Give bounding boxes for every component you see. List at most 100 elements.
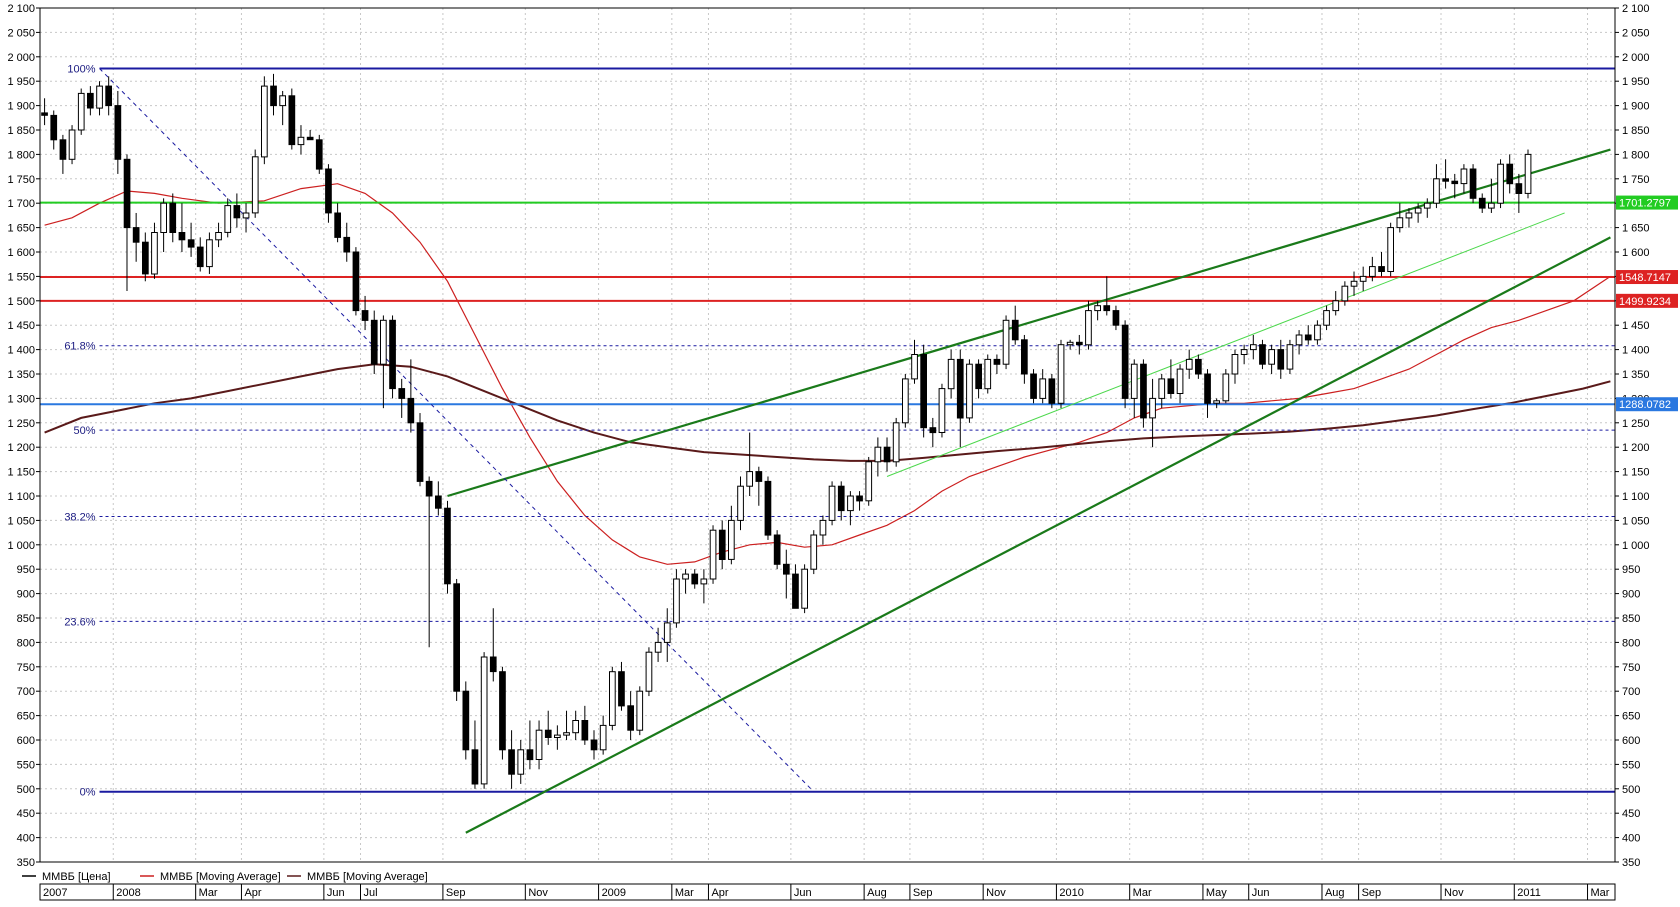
- candle-body: [984, 358, 992, 390]
- y-tick-label: 1 300: [7, 393, 35, 405]
- candle-body: [691, 573, 699, 585]
- candle-body: [370, 319, 378, 365]
- time-label: Aug: [1325, 887, 1345, 899]
- candle-body: [1149, 397, 1156, 419]
- candle-body: [1039, 378, 1047, 399]
- candle-body: [178, 232, 186, 241]
- candle-body: [572, 720, 579, 734]
- candle-body: [764, 480, 772, 536]
- candle-body: [1076, 341, 1083, 346]
- candle-body: [224, 205, 232, 233]
- candle-body: [609, 671, 616, 726]
- candle-body: [581, 720, 589, 741]
- y-tick-label: 1 900: [7, 101, 35, 113]
- y-tick-label: 2 100: [1622, 3, 1650, 15]
- candle-body: [1167, 378, 1175, 394]
- candle-body: [196, 246, 204, 268]
- candle-body: [50, 114, 58, 141]
- y-tick-label: 1 800: [1622, 149, 1650, 161]
- candle-body: [1259, 344, 1266, 365]
- price-tags: 1701.2797 1548.7147 1499.9234 1288.0782: [1616, 195, 1678, 412]
- candle-body: [105, 85, 113, 107]
- y-tick-label: 700: [1622, 686, 1640, 698]
- candle-body: [1277, 349, 1285, 370]
- candle-body: [1442, 178, 1450, 182]
- candle-body: [682, 573, 689, 580]
- candle-body: [801, 568, 808, 609]
- y-tick-label: 1 600: [1622, 247, 1650, 259]
- candle-body: [389, 319, 396, 390]
- candle-body: [1121, 324, 1129, 399]
- fib-level-label: 23.6%: [64, 616, 95, 628]
- legend-label: ММВБ [Цена]: [42, 871, 111, 883]
- time-label: Mar: [1133, 887, 1152, 899]
- time-label: Jun: [327, 887, 345, 899]
- candle-body: [783, 563, 790, 575]
- y-tick-label: 1 650: [7, 223, 35, 235]
- candle-body: [361, 310, 369, 321]
- candle-body: [902, 378, 909, 424]
- candle-body: [1011, 319, 1019, 341]
- candle-body: [1030, 373, 1037, 399]
- candle-body: [590, 739, 598, 751]
- candle-body: [142, 241, 149, 275]
- time-label: Jul: [363, 887, 377, 899]
- y-tick-label: 1 100: [7, 491, 35, 503]
- candle-body: [306, 136, 314, 141]
- candle-body: [1130, 363, 1138, 399]
- candle-body: [96, 85, 103, 109]
- candle-body: [315, 139, 323, 170]
- level-lines: 100% 0% 61.8% 50% 38.2% 23.6%: [40, 64, 1615, 799]
- time-label: 2011: [1517, 887, 1541, 899]
- candle-body: [499, 671, 506, 751]
- time-label: 2010: [1059, 887, 1083, 899]
- y-tick-label: 400: [1622, 833, 1640, 845]
- candle-body: [1369, 266, 1376, 277]
- candle-body: [1295, 334, 1303, 346]
- time-label: Sep: [446, 887, 466, 899]
- y-tick-label: 1 850: [7, 125, 35, 137]
- candle-body: [718, 529, 726, 561]
- candle-body: [1094, 305, 1102, 312]
- candle-body: [1002, 319, 1010, 365]
- candle-body: [1195, 358, 1202, 375]
- candle-body: [1341, 285, 1349, 302]
- candle-body: [1085, 310, 1092, 346]
- y-tick-label: 550: [17, 759, 35, 771]
- legend-label: ММВБ [Moving Average]: [307, 871, 428, 883]
- candle-body: [1213, 400, 1221, 404]
- candle-body: [169, 202, 177, 233]
- y-tick-label: 850: [17, 613, 35, 625]
- y-tick-label: 2 100: [7, 3, 35, 15]
- time-label: Nov: [986, 887, 1006, 899]
- candle-body: [334, 212, 341, 238]
- time-label: 2007: [43, 887, 67, 899]
- candle-body: [1176, 368, 1184, 395]
- y-tick-label: 500: [17, 784, 35, 796]
- candle-body: [1222, 373, 1230, 402]
- trend-lines: [99, 68, 1611, 834]
- candle-body: [773, 534, 781, 565]
- candle-body: [352, 251, 360, 312]
- candle-body: [1433, 178, 1440, 204]
- candle-body: [462, 690, 470, 751]
- moving-average-line: [44, 183, 1611, 565]
- candle-body: [755, 471, 763, 482]
- y-tick-label: 1 650: [1622, 223, 1650, 235]
- candle-body: [279, 95, 286, 107]
- y-tick-label: 1 400: [7, 345, 35, 357]
- y-tick-label: 1 400: [1622, 345, 1650, 357]
- y-tick-label: 700: [17, 686, 35, 698]
- time-label: Aug: [867, 887, 887, 899]
- candle-body: [938, 388, 946, 434]
- y-axis-left: 350 400 450 500 550 600 650 700 750 800 850 900 950 1…: [7, 3, 40, 869]
- price-tag-label: 1499.9234: [1619, 296, 1671, 308]
- time-label: 2008: [116, 887, 140, 899]
- time-label: Mar: [1591, 887, 1610, 899]
- candle-body: [618, 671, 625, 707]
- y-tick-label: 1 500: [7, 296, 35, 308]
- candle-body: [975, 363, 982, 390]
- time-label: Jun: [794, 887, 812, 899]
